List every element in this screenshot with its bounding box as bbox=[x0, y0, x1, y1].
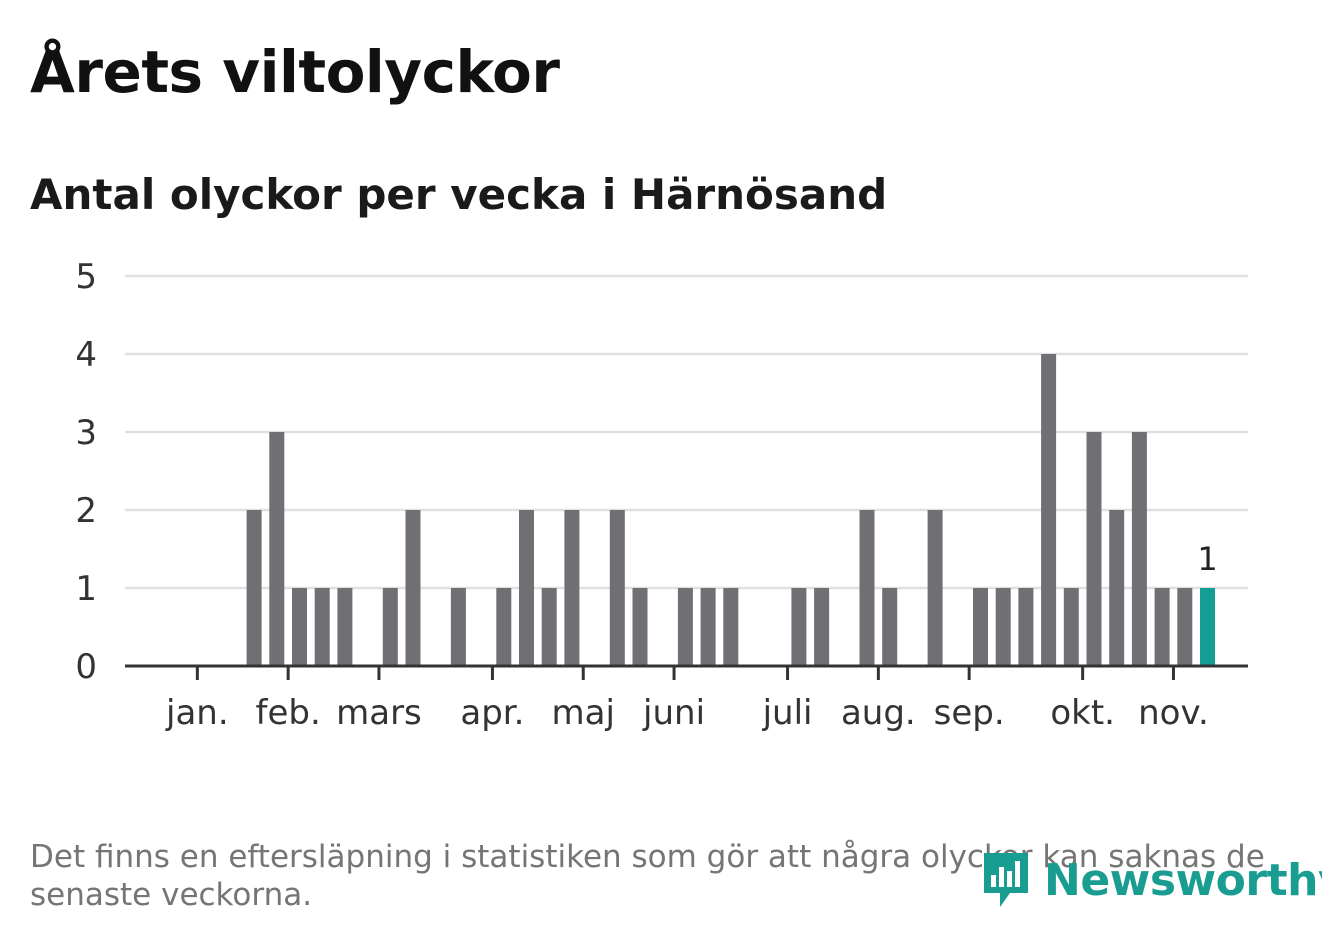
footnote: Det finns en eftersläpning i statistiken… bbox=[30, 839, 1265, 913]
bar bbox=[269, 432, 285, 666]
bars bbox=[246, 354, 1215, 666]
y-tick-label: 3 bbox=[75, 413, 97, 453]
y-tick-label: 4 bbox=[75, 335, 97, 375]
bar bbox=[677, 588, 693, 666]
bar bbox=[337, 588, 353, 666]
y-axis-ticks: 0 1 2 3 4 5 bbox=[75, 257, 97, 687]
bar bbox=[405, 510, 421, 666]
bar bbox=[519, 510, 534, 666]
month-label: apr. bbox=[460, 693, 524, 733]
month-label: feb. bbox=[256, 693, 321, 733]
bar bbox=[995, 588, 1011, 666]
bar bbox=[859, 510, 875, 666]
bar-chart: 0 1 2 3 4 5 jan. feb. mars apr. maj juni juli aug. se… bbox=[75, 257, 1248, 733]
bar bbox=[450, 588, 466, 666]
newsworthy-chart-bubble-icon bbox=[984, 853, 1028, 907]
month-label: aug. bbox=[841, 693, 916, 733]
logo-text: Newsworthy bbox=[1044, 854, 1322, 906]
newsworthy-logo: Newsworthy bbox=[980, 848, 1322, 912]
month-label: okt. bbox=[1050, 693, 1115, 733]
y-tick-label: 0 bbox=[75, 647, 97, 687]
y-tick-label: 5 bbox=[75, 257, 97, 297]
bar bbox=[382, 588, 398, 666]
bar bbox=[632, 588, 648, 666]
bar bbox=[564, 510, 580, 666]
bar bbox=[1154, 588, 1170, 666]
y-tick-label: 2 bbox=[75, 491, 97, 531]
data-labels: 1 bbox=[1197, 540, 1217, 578]
bar bbox=[609, 510, 625, 666]
bar bbox=[1063, 588, 1079, 666]
bar bbox=[1041, 354, 1057, 666]
bar bbox=[1109, 510, 1125, 666]
bar bbox=[814, 588, 830, 666]
month-label: sep. bbox=[934, 693, 1005, 733]
bar bbox=[700, 588, 716, 666]
grid-lines bbox=[125, 274, 1248, 590]
month-label: maj bbox=[552, 693, 615, 733]
bar bbox=[314, 588, 330, 666]
bar bbox=[791, 588, 807, 666]
month-label: juni bbox=[642, 693, 705, 733]
bar bbox=[973, 588, 988, 666]
bar bbox=[292, 588, 307, 666]
bar bbox=[246, 510, 262, 666]
bar bbox=[723, 588, 739, 666]
y-tick-label: 1 bbox=[75, 569, 97, 609]
month-label: mars bbox=[336, 693, 422, 733]
x-axis-month-labels: jan. feb. mars apr. maj juni juli aug. sep. okt. n… bbox=[165, 666, 1209, 733]
chart-title: Årets viltolyckor bbox=[30, 38, 560, 106]
month-label: juli bbox=[762, 693, 813, 733]
bar bbox=[927, 510, 943, 666]
month-label: nov. bbox=[1138, 693, 1209, 733]
bar-latest-week bbox=[1200, 588, 1215, 666]
bar bbox=[496, 588, 512, 666]
bar bbox=[882, 588, 898, 666]
bar bbox=[1131, 432, 1147, 666]
latest-value-label: 1 bbox=[1197, 540, 1217, 578]
month-label: jan. bbox=[165, 693, 229, 733]
chart-subtitle: Antal olyckor per vecka i Härnösand bbox=[30, 170, 888, 219]
bar bbox=[541, 588, 557, 666]
bar bbox=[1018, 588, 1034, 666]
bar bbox=[1177, 588, 1193, 666]
bar bbox=[1086, 432, 1102, 666]
